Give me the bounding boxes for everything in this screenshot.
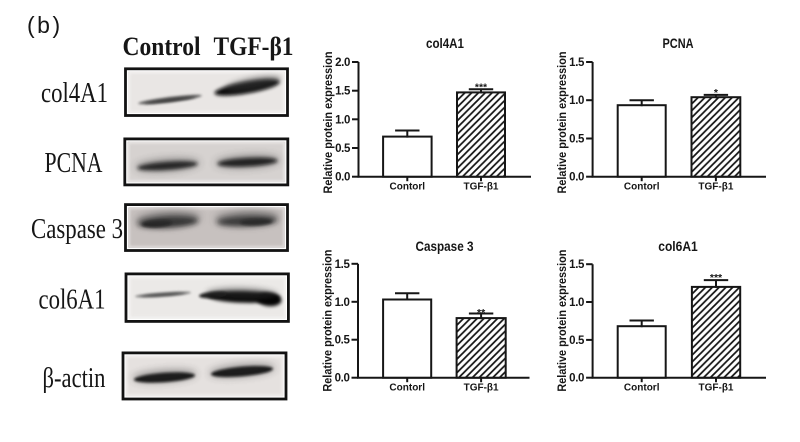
svg-text:Contorl: Contorl xyxy=(624,182,660,193)
svg-text:0.0: 0.0 xyxy=(335,373,350,385)
svg-text:Relative protein expression: Relative protein expression xyxy=(323,250,335,392)
svg-text:0.5: 0.5 xyxy=(335,335,351,347)
svg-text:TGF-β1: TGF-β1 xyxy=(698,182,733,193)
svg-text:TGF-β1: TGF-β1 xyxy=(464,182,499,193)
svg-text:col6A1: col6A1 xyxy=(658,238,698,254)
svg-text:*: * xyxy=(714,87,719,99)
svg-text:1.0: 1.0 xyxy=(569,297,584,309)
svg-text:0.5: 0.5 xyxy=(569,335,585,347)
svg-text:0.5: 0.5 xyxy=(335,143,351,155)
svg-text:Relative protein expression: Relative protein expression xyxy=(557,250,569,392)
svg-text:1.5: 1.5 xyxy=(569,259,585,271)
svg-text:1.0: 1.0 xyxy=(335,297,350,309)
svg-text:Control: Control xyxy=(123,31,201,61)
svg-text:col4A1: col4A1 xyxy=(41,77,108,109)
svg-text:1.5: 1.5 xyxy=(335,86,351,98)
svg-text:***: *** xyxy=(475,82,488,94)
svg-text:2.0: 2.0 xyxy=(335,57,350,69)
svg-text:col4A1: col4A1 xyxy=(426,35,464,51)
svg-text:1.0: 1.0 xyxy=(335,114,350,126)
svg-text:Contorl: Contorl xyxy=(389,383,425,394)
svg-text:β-actin: β-actin xyxy=(43,362,106,394)
svg-text:PCNA: PCNA xyxy=(45,147,103,179)
svg-text:0.5: 0.5 xyxy=(569,134,585,146)
svg-text:TGF-β1: TGF-β1 xyxy=(214,31,294,61)
svg-text:col6A1: col6A1 xyxy=(39,284,106,316)
svg-text:Contorl: Contorl xyxy=(390,182,426,193)
svg-text:1.0: 1.0 xyxy=(569,95,584,107)
svg-text:TGF-β1: TGF-β1 xyxy=(464,383,499,394)
svg-text:0.0: 0.0 xyxy=(569,373,584,385)
svg-text:Relative protein expression: Relative protein expression xyxy=(323,52,335,194)
svg-text:TGF-β1: TGF-β1 xyxy=(699,383,734,394)
svg-text:Caspase 3: Caspase 3 xyxy=(31,213,123,245)
svg-text:0.0: 0.0 xyxy=(569,172,584,184)
svg-text:0.0: 0.0 xyxy=(335,172,350,184)
svg-text:PCNA: PCNA xyxy=(663,35,694,51)
svg-text:(b): (b) xyxy=(27,12,63,38)
svg-text:***: *** xyxy=(710,272,723,284)
svg-text:**: ** xyxy=(477,307,486,319)
svg-text:Relative protein expression: Relative protein expression xyxy=(557,52,569,194)
svg-text:1.5: 1.5 xyxy=(569,57,585,69)
svg-text:Caspase 3: Caspase 3 xyxy=(416,238,474,254)
svg-text:Contorl: Contorl xyxy=(624,383,660,394)
svg-text:1.5: 1.5 xyxy=(335,259,351,271)
